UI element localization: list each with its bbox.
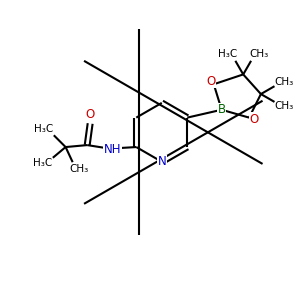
Text: CH₃: CH₃ (275, 101, 294, 111)
Text: NH: NH (104, 142, 122, 155)
Text: H₃C: H₃C (34, 124, 54, 134)
Text: CH₃: CH₃ (249, 49, 268, 59)
Text: N: N (158, 155, 166, 168)
Text: CH₃: CH₃ (69, 164, 88, 174)
Text: O: O (85, 108, 95, 121)
Text: H₃C: H₃C (218, 49, 237, 59)
Text: O: O (249, 113, 259, 126)
Text: O: O (206, 75, 215, 88)
Text: H₃C: H₃C (33, 158, 52, 168)
Text: CH₃: CH₃ (275, 77, 294, 87)
Text: B: B (218, 103, 226, 116)
